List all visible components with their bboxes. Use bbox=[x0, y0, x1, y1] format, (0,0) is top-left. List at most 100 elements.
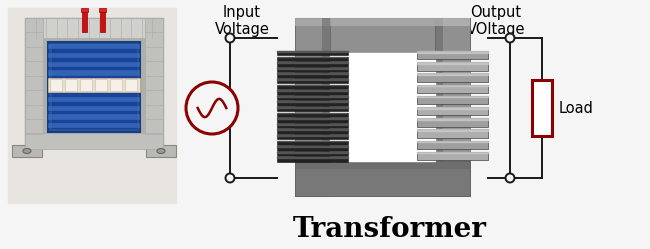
Circle shape bbox=[186, 82, 238, 134]
Text: Transformer: Transformer bbox=[293, 216, 487, 243]
Bar bbox=[295, 18, 470, 53]
Circle shape bbox=[506, 174, 515, 183]
Bar bbox=[48, 53, 140, 58]
Bar bbox=[417, 107, 488, 115]
Bar bbox=[95, 79, 107, 91]
Bar bbox=[435, 18, 443, 196]
Bar bbox=[277, 146, 348, 151]
Bar bbox=[435, 18, 470, 26]
Bar bbox=[81, 8, 88, 12]
Bar bbox=[25, 18, 163, 148]
Bar bbox=[277, 51, 348, 55]
Bar bbox=[277, 141, 348, 145]
Bar bbox=[417, 73, 488, 82]
Text: Output
VOltage: Output VOltage bbox=[467, 5, 525, 37]
Bar bbox=[277, 124, 348, 128]
Bar bbox=[295, 18, 470, 26]
Bar bbox=[277, 57, 348, 61]
Bar bbox=[532, 80, 552, 136]
Bar bbox=[48, 123, 140, 128]
Bar bbox=[25, 18, 43, 148]
Bar bbox=[322, 18, 330, 196]
Bar bbox=[417, 73, 488, 75]
Bar bbox=[277, 85, 348, 89]
Bar bbox=[277, 107, 348, 111]
Bar bbox=[417, 85, 488, 93]
Bar bbox=[277, 90, 348, 95]
Bar bbox=[277, 146, 348, 147]
Bar bbox=[145, 18, 163, 148]
Bar bbox=[277, 129, 348, 130]
Bar bbox=[80, 79, 92, 91]
Bar bbox=[48, 62, 140, 67]
Bar bbox=[417, 96, 488, 97]
Bar bbox=[417, 96, 488, 104]
Bar bbox=[277, 152, 348, 156]
Bar bbox=[277, 118, 348, 119]
Bar bbox=[295, 161, 470, 169]
Bar bbox=[277, 79, 348, 80]
Bar bbox=[417, 62, 488, 71]
Bar bbox=[100, 10, 105, 32]
Bar bbox=[48, 88, 140, 93]
Bar bbox=[330, 53, 435, 161]
Bar bbox=[417, 152, 488, 160]
Bar bbox=[277, 107, 348, 108]
Bar bbox=[277, 135, 348, 136]
Bar bbox=[48, 70, 140, 76]
Bar bbox=[277, 96, 348, 97]
Bar bbox=[277, 101, 348, 106]
Bar bbox=[48, 79, 140, 84]
Bar bbox=[417, 118, 488, 120]
Bar bbox=[417, 129, 488, 131]
Text: Load: Load bbox=[559, 101, 594, 116]
Bar bbox=[48, 44, 140, 49]
Bar bbox=[295, 161, 470, 196]
Bar bbox=[277, 51, 348, 52]
Bar bbox=[277, 62, 348, 63]
Ellipse shape bbox=[23, 148, 31, 153]
Bar bbox=[277, 157, 348, 158]
Bar bbox=[25, 18, 163, 38]
Bar bbox=[277, 73, 348, 74]
Bar bbox=[295, 161, 470, 196]
Bar bbox=[435, 18, 470, 196]
Bar bbox=[48, 42, 140, 132]
Bar bbox=[110, 79, 122, 91]
Bar bbox=[417, 51, 488, 60]
Bar bbox=[417, 141, 488, 142]
Bar bbox=[277, 79, 348, 83]
Bar bbox=[417, 51, 488, 53]
Bar bbox=[146, 145, 176, 157]
Circle shape bbox=[226, 174, 235, 183]
Bar bbox=[50, 79, 62, 91]
Bar bbox=[82, 10, 87, 32]
Circle shape bbox=[226, 34, 235, 43]
Bar bbox=[8, 8, 176, 203]
Bar bbox=[277, 152, 348, 153]
Bar bbox=[277, 129, 348, 134]
Bar bbox=[417, 85, 488, 86]
Bar bbox=[48, 78, 140, 92]
Bar bbox=[417, 141, 488, 149]
Bar bbox=[277, 135, 348, 139]
Bar bbox=[277, 73, 348, 78]
Bar bbox=[417, 118, 488, 126]
Bar bbox=[277, 96, 348, 100]
Ellipse shape bbox=[157, 148, 165, 153]
Bar bbox=[417, 107, 488, 109]
Bar bbox=[277, 68, 348, 72]
Bar bbox=[417, 152, 488, 153]
Bar bbox=[99, 8, 106, 12]
Text: Input
Voltage: Input Voltage bbox=[214, 5, 270, 37]
Bar bbox=[48, 114, 140, 120]
Bar bbox=[48, 106, 140, 111]
Bar bbox=[125, 79, 137, 91]
Bar bbox=[417, 62, 488, 64]
Bar bbox=[277, 62, 348, 66]
Bar bbox=[277, 157, 348, 162]
Bar bbox=[52, 46, 136, 128]
Bar bbox=[417, 129, 488, 138]
Bar bbox=[25, 133, 163, 149]
Bar bbox=[277, 118, 348, 123]
